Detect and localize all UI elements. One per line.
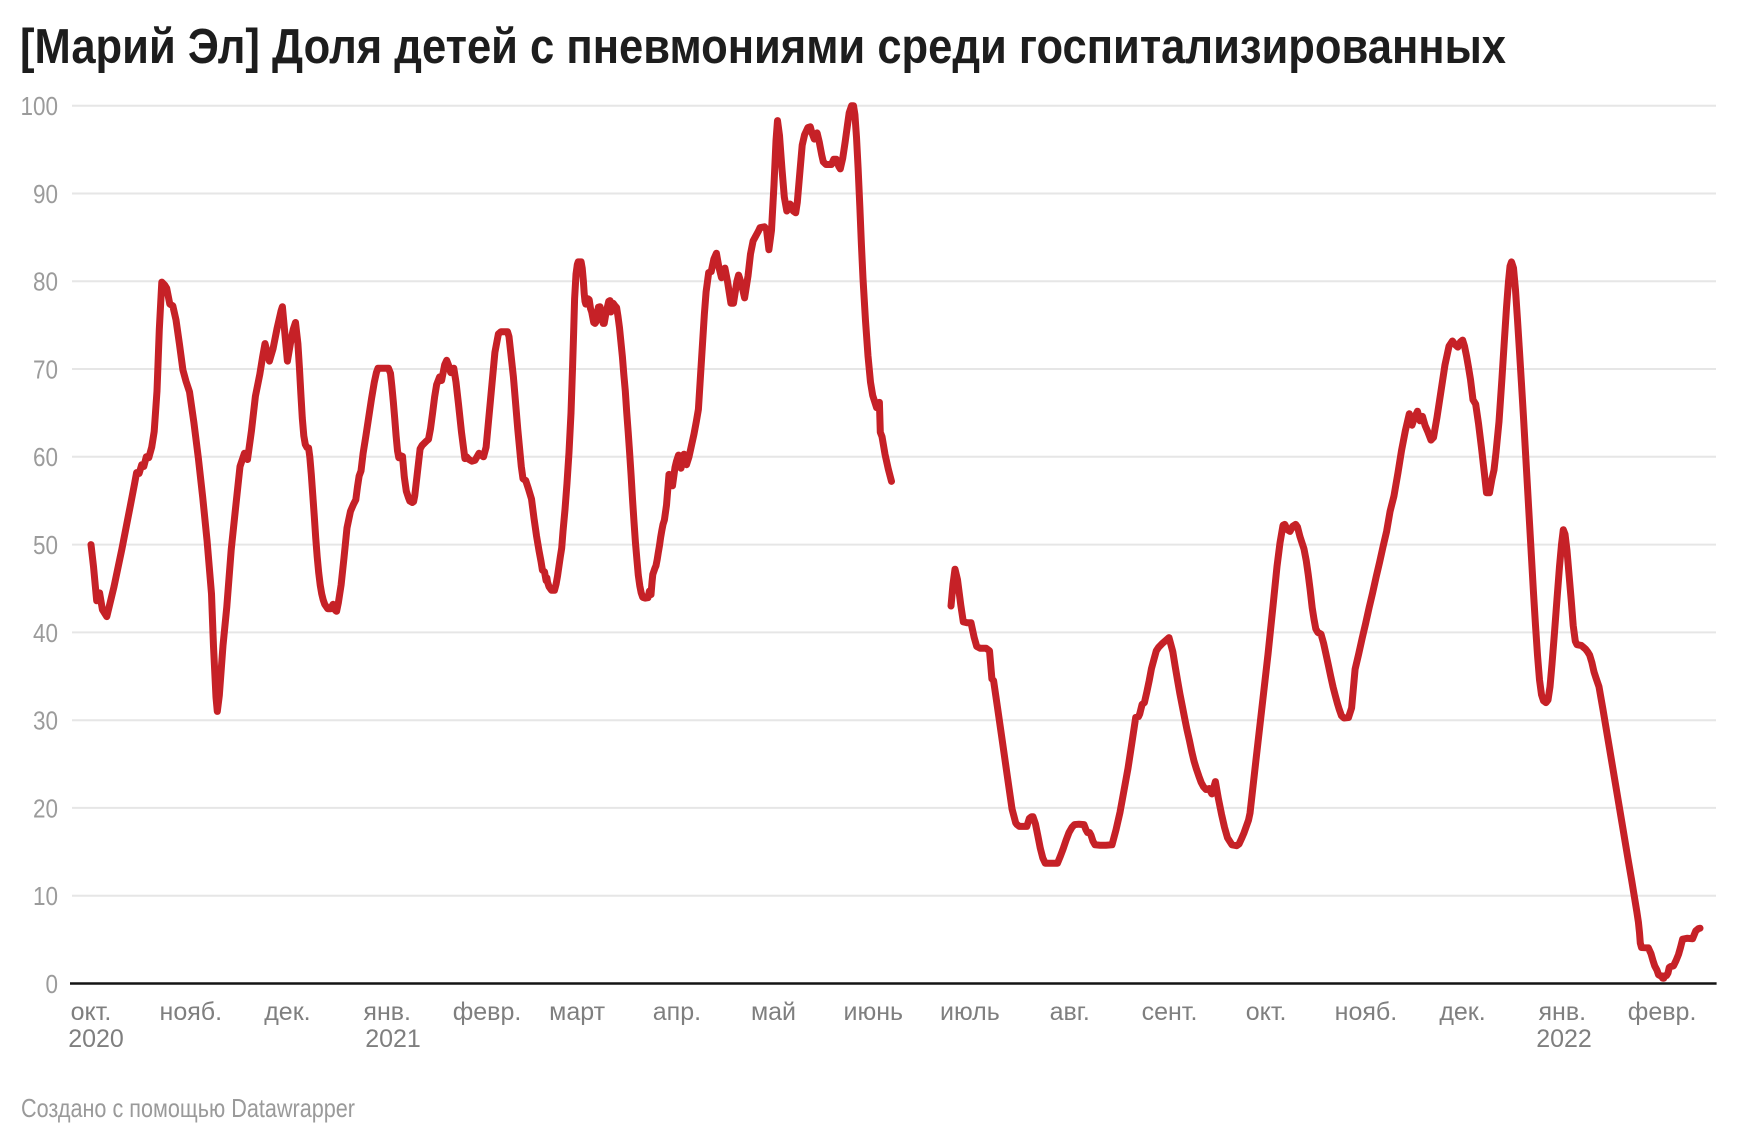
svg-text:2021: 2021 — [365, 1025, 421, 1053]
svg-text:сент.: сент. — [1142, 998, 1198, 1026]
svg-text:нояб.: нояб. — [160, 998, 223, 1026]
svg-text:янв.: янв. — [1539, 998, 1587, 1026]
svg-text:дек.: дек. — [264, 998, 310, 1026]
svg-text:февр.: февр. — [453, 998, 522, 1026]
svg-text:30: 30 — [33, 706, 58, 736]
svg-text:янв.: янв. — [363, 998, 411, 1026]
svg-text:10: 10 — [33, 881, 58, 911]
svg-text:июнь: июнь — [844, 998, 904, 1026]
svg-text:20: 20 — [33, 793, 58, 823]
svg-text:100: 100 — [21, 91, 59, 121]
svg-text:90: 90 — [33, 179, 58, 209]
svg-text:50: 50 — [33, 530, 58, 560]
svg-text:2022: 2022 — [1536, 1025, 1592, 1053]
svg-text:апр.: апр. — [653, 998, 701, 1026]
svg-text:60: 60 — [33, 442, 58, 472]
svg-text:70: 70 — [33, 354, 58, 384]
svg-text:[Марий Эл] Доля детей с пневмо: [Марий Эл] Доля детей с пневмониями сред… — [20, 20, 1506, 74]
svg-text:март: март — [549, 998, 605, 1026]
svg-text:нояб.: нояб. — [1335, 998, 1398, 1026]
svg-text:авг.: авг. — [1050, 998, 1090, 1026]
svg-text:40: 40 — [33, 618, 58, 648]
svg-text:80: 80 — [33, 267, 58, 297]
svg-text:окт.: окт. — [71, 998, 112, 1026]
svg-text:Создано с помощью Datawrapper: Создано с помощью Datawrapper — [21, 1093, 355, 1123]
svg-text:окт.: окт. — [1246, 998, 1287, 1026]
svg-text:июль: июль — [940, 998, 1000, 1026]
svg-text:дек.: дек. — [1439, 998, 1485, 1026]
svg-text:май: май — [751, 998, 796, 1026]
svg-text:февр.: февр. — [1628, 998, 1697, 1026]
svg-text:0: 0 — [46, 969, 59, 999]
svg-text:2020: 2020 — [68, 1025, 124, 1053]
